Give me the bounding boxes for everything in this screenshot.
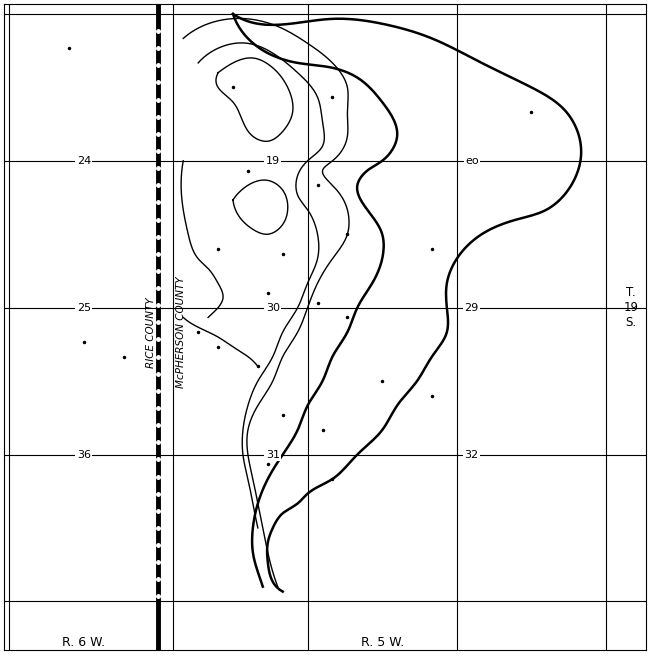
Text: R. 6 W.: R. 6 W. xyxy=(62,636,105,649)
Text: 29: 29 xyxy=(465,302,479,313)
Text: 19: 19 xyxy=(266,156,280,166)
Text: McPHERSON COUNTY: McPHERSON COUNTY xyxy=(176,276,186,388)
Text: 25: 25 xyxy=(77,302,91,313)
Text: RICE COUNTY: RICE COUNTY xyxy=(146,297,156,367)
Text: 24: 24 xyxy=(77,156,91,166)
Text: 31: 31 xyxy=(266,449,280,459)
Text: eo: eo xyxy=(465,156,478,166)
Text: 32: 32 xyxy=(465,449,479,459)
Text: 36: 36 xyxy=(77,449,91,459)
Text: 30: 30 xyxy=(266,302,280,313)
Text: T.
19
S.: T. 19 S. xyxy=(623,286,638,329)
Text: R. 5 W.: R. 5 W. xyxy=(361,636,404,649)
